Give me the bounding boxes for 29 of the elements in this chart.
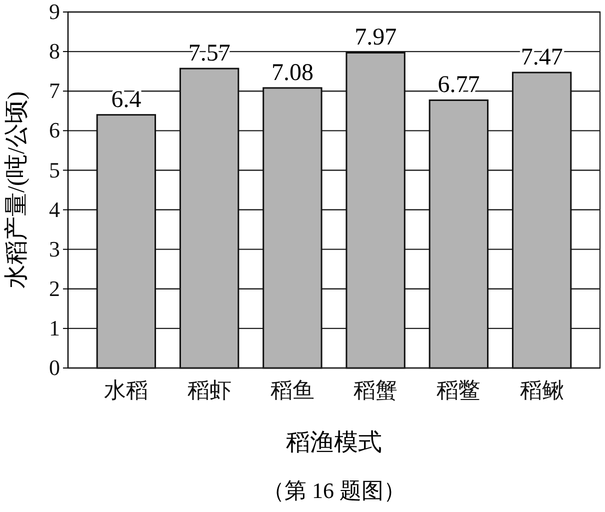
data-label: 7.97 <box>354 24 397 51</box>
y-tick-label: 5 <box>49 157 60 182</box>
bar <box>262 87 322 369</box>
y-tick-label: 6 <box>49 118 60 143</box>
x-tick-label: 稻鱼 <box>270 377 314 402</box>
text: （第 16 题图） <box>262 478 406 503</box>
data-label: 7.47 <box>520 44 563 71</box>
bar <box>428 99 489 369</box>
y-tick-label: 0 <box>49 355 60 380</box>
y-tick-label: 9 <box>49 0 60 24</box>
x-tick-label: 稻鳅 <box>520 377 564 402</box>
bar <box>96 114 156 369</box>
bar <box>179 68 240 369</box>
data-label: 7.08 <box>271 60 314 86</box>
y-tick-label: 1 <box>49 315 60 340</box>
data-label: 6.4 <box>111 86 142 113</box>
y-axis-title: 水稻产量/(吨/公顷) <box>3 91 30 289</box>
x-tick-label: 稻虾 <box>187 377 232 402</box>
y-tick-label: 7 <box>49 78 60 104</box>
bar <box>512 72 572 369</box>
y-tick-label: 4 <box>49 196 60 222</box>
x-tick-label: 稻鳖 <box>436 377 481 402</box>
bar <box>346 52 406 369</box>
y-tick-label: 8 <box>49 38 60 64</box>
y-tick-label: 3 <box>49 236 60 262</box>
y-tick-label: 2 <box>49 276 60 301</box>
x-tick-label: 稻蟹 <box>354 377 398 402</box>
x-tick-label: 水稻 <box>104 377 148 402</box>
x-axis-title: 稻渔模式 <box>286 430 382 456</box>
